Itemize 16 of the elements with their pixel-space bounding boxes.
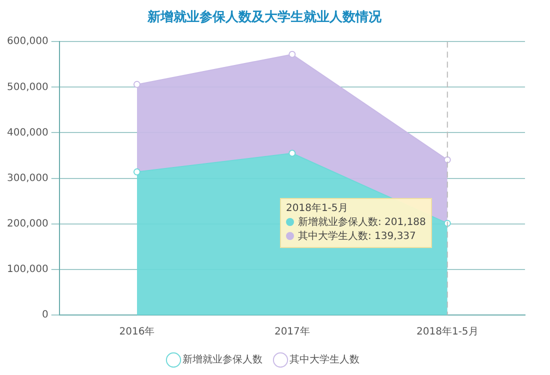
annotation: 新增就业参保人数: 201,188	[298, 217, 426, 228]
y-tick-label: 300,000	[6, 172, 48, 184]
y-tick-label: 0	[42, 310, 48, 321]
annotation: 其中大学生人数: 139,337	[298, 231, 416, 242]
legend-label: 其中大学生人数	[290, 354, 360, 366]
y-tick-label: 400,000	[6, 127, 48, 138]
chart-title: 新增就业参保人数及大学生就业人数情况	[146, 9, 382, 26]
y-tick-label: 100,000	[6, 264, 48, 276]
x-tick-label: 2016年	[119, 326, 155, 338]
x-tick-label: 2018年1-5月	[416, 326, 478, 338]
y-tick-label: 200,000	[6, 218, 48, 230]
legend-label: 新增就业参保人数	[182, 354, 262, 366]
annotation: 2018年1-5月	[286, 203, 348, 214]
y-tick-label: 500,000	[6, 82, 48, 93]
y-tick-label: 600,000	[6, 36, 48, 48]
x-tick-label: 2017年	[274, 326, 310, 338]
